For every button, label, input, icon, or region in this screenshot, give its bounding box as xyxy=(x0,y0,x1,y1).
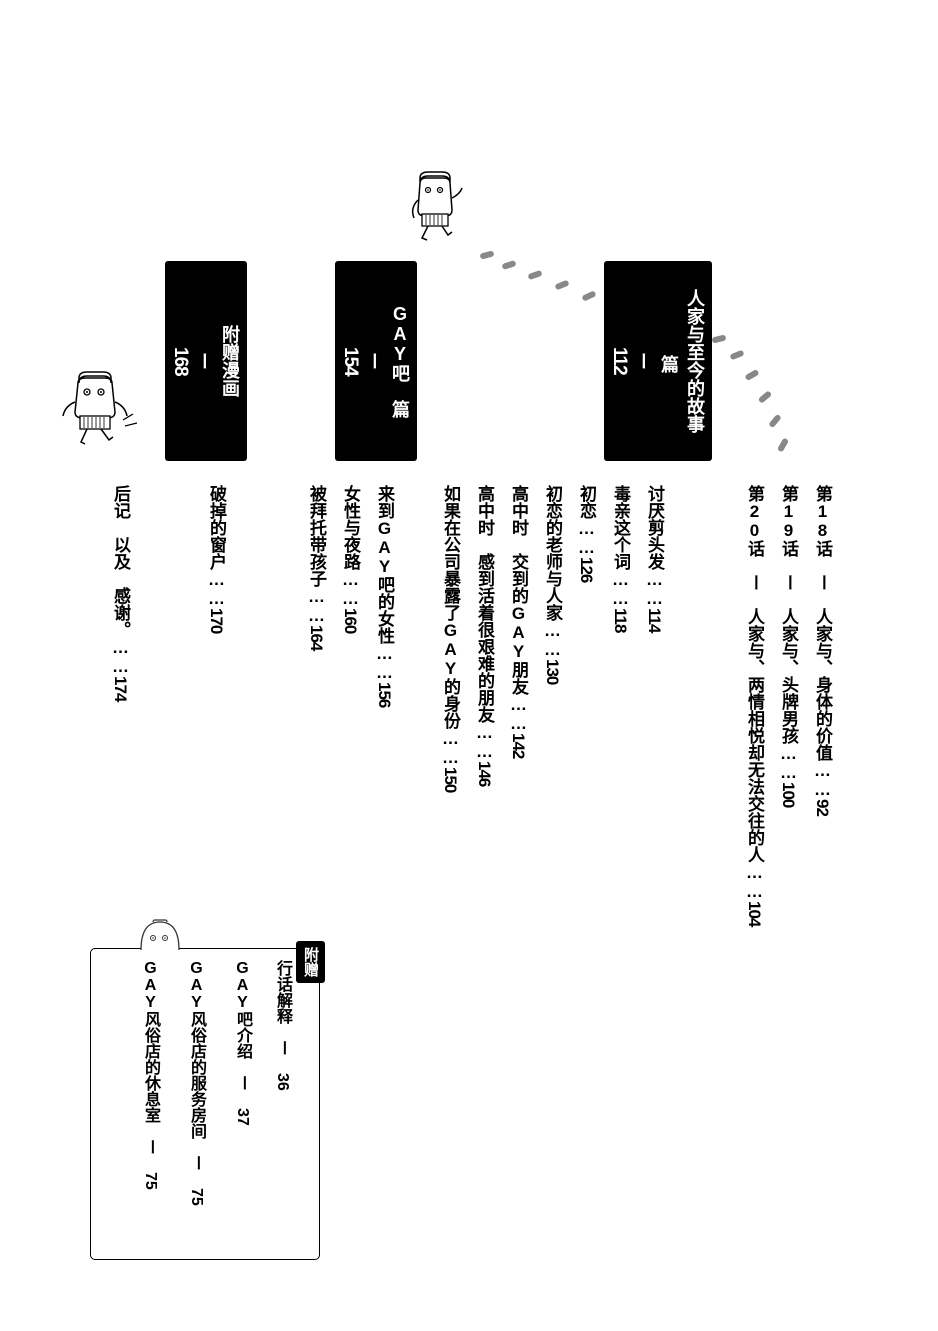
footprint-dash xyxy=(744,369,759,381)
footprint-dash xyxy=(501,260,516,270)
toc-entry: 毒亲这个词……118 xyxy=(608,485,633,632)
toc-entry: 如果在公司暴露了GAY的身份……150 xyxy=(438,485,463,792)
toc-entry: 高中时 感到活着很艰难的朋友……146 xyxy=(472,485,497,786)
toc-entry: 第19话 ー 人家与、头牌男孩……100 xyxy=(776,485,801,807)
section-header: GAY吧 篇ー154 xyxy=(335,261,417,461)
toc-entry: 来到GAY吧的女性……156 xyxy=(372,485,397,707)
toc-entry: 被拜托带孩子……164 xyxy=(304,485,329,650)
section-header: 人家与至今的故事篇ー112 xyxy=(604,261,712,461)
bonus-tab-label: 附赠 xyxy=(302,947,319,977)
footprint-dash xyxy=(729,350,744,361)
toc-entry: 女性与夜路……160 xyxy=(338,485,363,633)
toc-entry: 破掉的窗户……170 xyxy=(204,485,229,633)
bonus-entry: GAY吧介绍 ー 37 xyxy=(230,960,254,1126)
character-left-icon xyxy=(55,370,140,450)
toc-entry: 初恋的老师与人家……130 xyxy=(540,485,565,684)
toc-entry: 高中时 交到的GAY朋友……142 xyxy=(506,485,531,758)
footprint-dash xyxy=(527,270,542,280)
toc-entry: 第18话 ー 人家与、身体的价值……92 xyxy=(810,485,835,816)
bonus-entry: GAY风俗店的休息室 ー 75 xyxy=(138,960,162,1190)
footprint-dash xyxy=(479,250,494,259)
section-header: 附赠漫画ー168 xyxy=(165,261,247,461)
ghost-head-icon xyxy=(135,918,185,953)
footprint-dash xyxy=(768,414,782,429)
bonus-tab: 附赠 xyxy=(296,941,325,983)
footprint-dash xyxy=(581,290,596,301)
footprint-dash xyxy=(758,390,773,404)
footprint-dash xyxy=(711,334,726,343)
character-top-icon xyxy=(400,170,470,245)
toc-entry: 初恋……126 xyxy=(574,485,599,582)
footprint-dash xyxy=(554,280,569,291)
footprint-dash xyxy=(777,437,789,452)
toc-entry: 第20话 ー 人家与、两情相悦却无法交往的人……104 xyxy=(742,485,767,926)
toc-entry: 讨厌剪头发……114 xyxy=(642,485,667,632)
toc-entry: 后记 以及 感谢。……174 xyxy=(108,485,133,701)
bonus-entry: 行话解释 ー 36 xyxy=(270,960,294,1091)
bonus-entry: GAY风俗店的服务房间 ー 75 xyxy=(184,960,208,1206)
